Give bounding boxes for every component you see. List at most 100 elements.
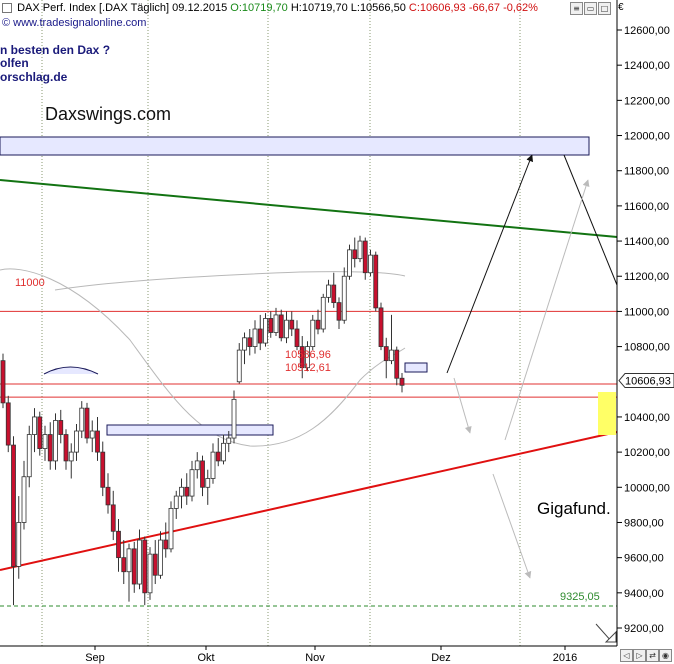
candle-body bbox=[152, 553, 158, 576]
candle-body bbox=[378, 307, 384, 347]
candle-body bbox=[116, 530, 121, 559]
price-tick-label: 9600,00 bbox=[624, 553, 664, 565]
candle-body bbox=[231, 398, 237, 439]
price-tick-label: 12400,00 bbox=[624, 60, 670, 72]
candle-body bbox=[84, 407, 90, 439]
scroll-left-button[interactable]: ◁ bbox=[620, 649, 633, 662]
instrument-title: DAX Perf. Index [.DAX Täglich] 09.12.201… bbox=[17, 2, 228, 14]
candle-body bbox=[194, 460, 200, 471]
candle-body bbox=[257, 328, 263, 344]
candle-body bbox=[74, 430, 79, 453]
scroll-right-button[interactable]: ▷ bbox=[633, 649, 646, 662]
candle-body bbox=[399, 377, 405, 386]
ohlc-close: C:10606,93 -66,67 -0,62% bbox=[408, 2, 538, 14]
candle-body bbox=[68, 451, 74, 462]
price-tick-label: 12000,00 bbox=[624, 131, 670, 143]
candle-body bbox=[305, 346, 310, 369]
minimize-button[interactable]: ▭ bbox=[584, 2, 597, 15]
time-tick-label: Sep bbox=[85, 652, 105, 664]
candle-body bbox=[252, 328, 258, 347]
candle-body bbox=[294, 328, 300, 347]
level-10512-label: 10512,61 bbox=[285, 362, 331, 374]
time-tick-label: Dez bbox=[431, 652, 451, 664]
candle-body bbox=[347, 249, 352, 277]
watermark-daxswings: Daxswings.com bbox=[45, 104, 172, 124]
candle-body bbox=[331, 284, 337, 304]
candle-body bbox=[299, 346, 305, 369]
candle-body bbox=[131, 548, 137, 585]
forecast-gray-3 bbox=[492, 473, 532, 579]
info-line-1: n besten den Dax ? bbox=[0, 43, 111, 57]
forecast-gray-1 bbox=[453, 377, 472, 434]
candle-body bbox=[32, 416, 37, 435]
candle-body bbox=[21, 476, 27, 523]
price-tick-label: 10000,00 bbox=[624, 482, 670, 494]
candle-body bbox=[200, 460, 205, 488]
level-10586-label: 10586,96 bbox=[285, 349, 331, 361]
candle-body bbox=[247, 337, 253, 347]
candle-body bbox=[215, 451, 221, 462]
candle-body bbox=[373, 254, 379, 309]
candle-body bbox=[168, 507, 174, 550]
trend-lines bbox=[0, 179, 618, 571]
price-tick-label: 9200,00 bbox=[624, 623, 664, 635]
forecast-gray-2 bbox=[504, 179, 590, 441]
source-credit: © www.tradesignalonline.com bbox=[2, 17, 147, 29]
price-tick-label: 11000,00 bbox=[624, 306, 669, 318]
candle-body bbox=[16, 522, 22, 567]
candle-body bbox=[352, 249, 358, 260]
candle-body bbox=[105, 486, 111, 506]
candle-body bbox=[173, 495, 179, 509]
candle-body bbox=[0, 360, 6, 404]
candle-body bbox=[289, 319, 295, 330]
price-tick-label: 10400,00 bbox=[624, 412, 670, 424]
candle-body bbox=[268, 318, 274, 333]
level-9325-label: 9325,05 bbox=[560, 591, 600, 603]
candle-body bbox=[42, 434, 48, 450]
candle-body bbox=[326, 284, 331, 298]
candle-body bbox=[389, 349, 394, 362]
candle-body bbox=[79, 407, 85, 432]
candle-body bbox=[383, 346, 389, 362]
fit-button[interactable]: ⇄ bbox=[646, 649, 659, 662]
candle-body bbox=[11, 444, 16, 567]
candle-body bbox=[226, 437, 232, 444]
candle-body bbox=[26, 434, 32, 478]
price-tick-label: 11200,00 bbox=[624, 271, 669, 283]
time-tick-label: Okt bbox=[197, 652, 214, 664]
candle-body bbox=[310, 319, 316, 347]
menu-button[interactable]: ≡ bbox=[570, 2, 583, 15]
candle-body bbox=[273, 314, 279, 333]
candle-body bbox=[47, 434, 53, 462]
gigafund-label: Gigafund. bbox=[537, 499, 611, 518]
ohlc-rest: H:10719,70 L:10566,50 bbox=[290, 2, 406, 14]
horizontal-levels bbox=[0, 310, 617, 607]
zoom-button[interactable]: ◉ bbox=[659, 649, 672, 662]
candle-body bbox=[158, 539, 163, 576]
candle-body bbox=[263, 318, 268, 344]
current-price-tag bbox=[618, 373, 674, 389]
candle-body bbox=[221, 442, 226, 462]
corner-arrowhead bbox=[604, 630, 617, 643]
candle-body bbox=[341, 275, 347, 321]
candle-body bbox=[284, 319, 289, 339]
price-tick-label: 10800,00 bbox=[624, 342, 670, 354]
forecast-arrows bbox=[446, 154, 618, 643]
candle-body bbox=[320, 296, 326, 330]
price-tick-label: 10200,00 bbox=[624, 447, 670, 459]
candle-body bbox=[205, 478, 211, 488]
candle-body bbox=[53, 420, 58, 462]
downtrend-line bbox=[0, 179, 618, 238]
candle-body bbox=[184, 486, 190, 497]
price-tick-label: 11800,00 bbox=[624, 166, 669, 178]
candle-body bbox=[336, 302, 342, 321]
candle-body bbox=[147, 553, 153, 594]
forecast-arrow-up bbox=[446, 154, 533, 374]
maximize-button[interactable]: □ bbox=[598, 2, 611, 15]
candle-body bbox=[58, 420, 64, 435]
candle-body bbox=[37, 416, 43, 449]
candle-body bbox=[137, 539, 142, 585]
uptrend-line bbox=[0, 431, 618, 571]
info-line-3: orschlag.de bbox=[0, 70, 68, 84]
